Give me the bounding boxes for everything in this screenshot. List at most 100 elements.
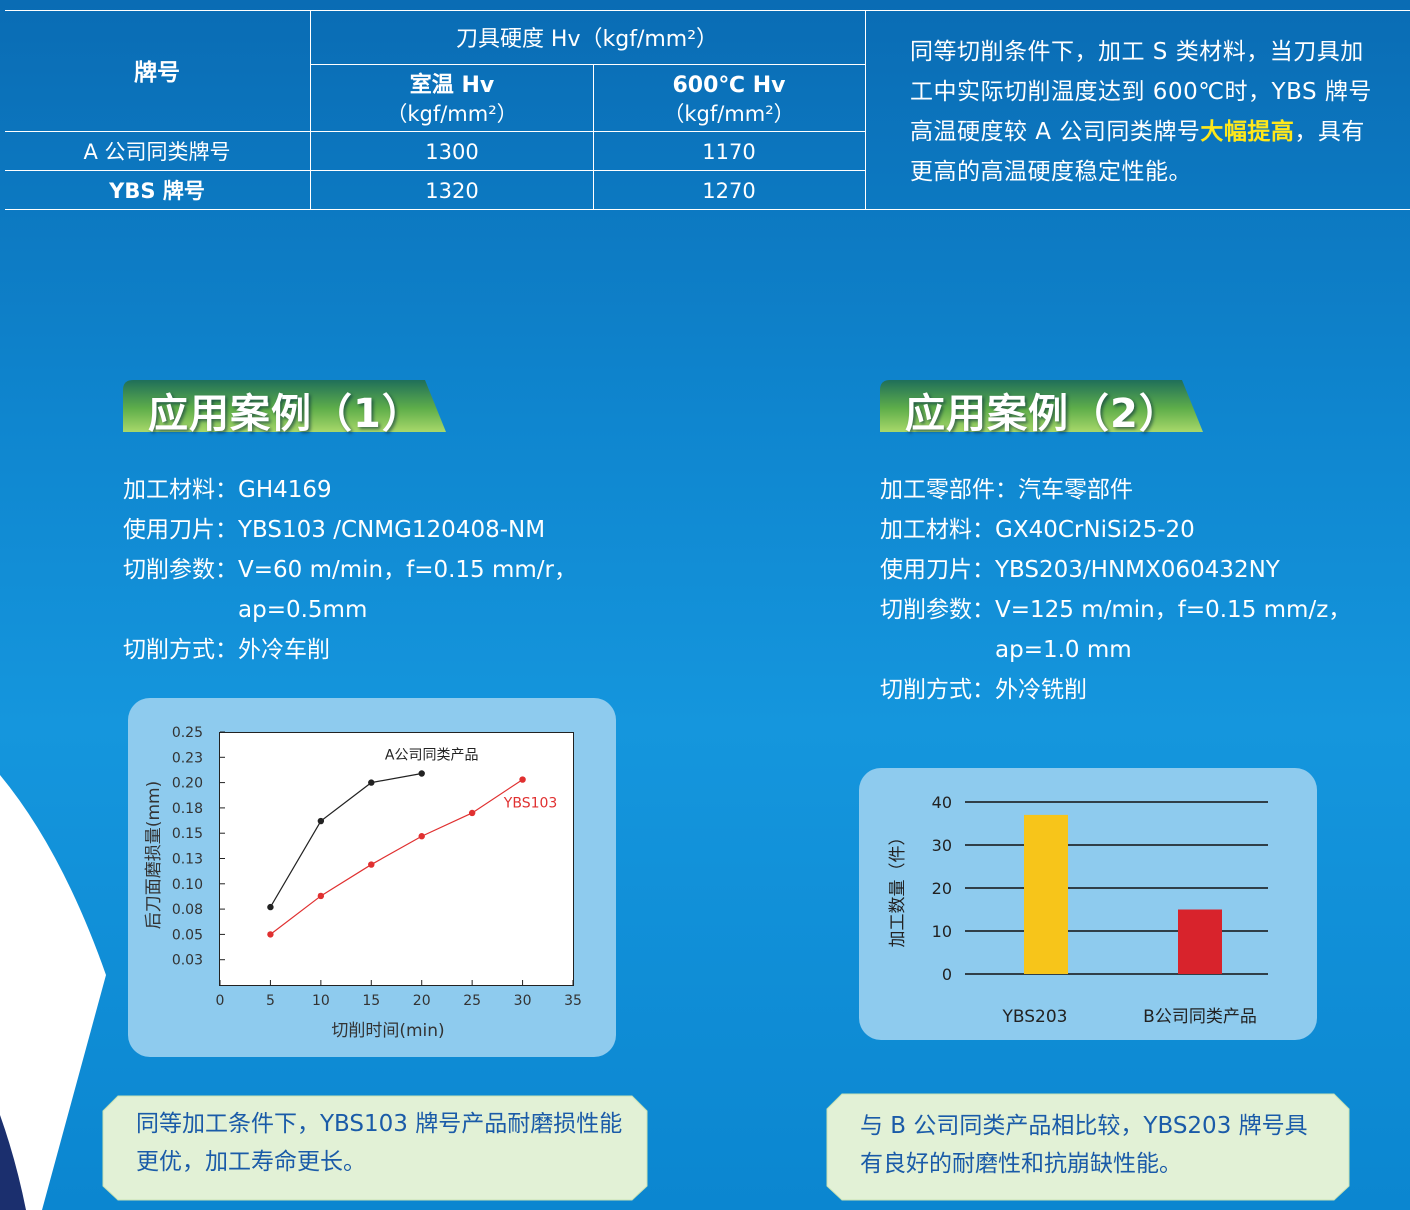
series-line xyxy=(270,779,523,935)
table-header: 牌号 xyxy=(134,59,180,86)
item-value: ap=0.5mm xyxy=(238,597,368,623)
y-tick-label: 0 xyxy=(942,965,952,984)
swoosh-dark xyxy=(0,1115,26,1210)
y-tick-label: 10 xyxy=(932,922,952,941)
table-cell: 1320 xyxy=(425,179,478,203)
y-tick-label: 0.05 xyxy=(172,927,203,943)
item-label: 切削方式： xyxy=(880,677,995,703)
table-grid xyxy=(5,10,1410,210)
table-cell: A 公司同类牌号 xyxy=(83,140,230,164)
case-title-tab xyxy=(123,380,446,432)
x-tick-label: 25 xyxy=(463,993,481,1009)
x-tick-label: 15 xyxy=(362,993,380,1009)
item-value: ap=1.0 mm xyxy=(995,637,1132,663)
item-value: YBS203/HNMX060432NY xyxy=(995,557,1280,583)
column-unit: （kgf/mm²） xyxy=(386,102,517,126)
point xyxy=(468,809,476,817)
item-value: V=125 m/min，f=0.15 mm/z， xyxy=(995,597,1352,623)
y-tick-label: 20 xyxy=(932,879,952,898)
item-lines: V=60 m/min，f=0.15 mm/r， ap=0.5mm xyxy=(238,550,577,630)
x-tick-label: B公司同类产品 xyxy=(1143,1007,1257,1027)
conclusion-box xyxy=(826,1093,1350,1201)
y-tick-label: 30 xyxy=(932,836,952,855)
item-label: 切削参数： xyxy=(880,597,995,623)
y-tick-label: 0.23 xyxy=(172,750,203,766)
item-lines: 汽车零部件 xyxy=(1018,470,1133,510)
bar xyxy=(1024,814,1068,974)
conclusion: 与 B 公司同类产品相比较，YBS203 牌号具有良好的耐磨性和抗崩缺性能。 xyxy=(860,1113,1308,1177)
note-text: 同等切削条件下，加工 S 类材料，当刀具加工中实际切削温度达到 600℃时，YB… xyxy=(910,39,1372,145)
case-items: 加工零部件： 汽车零部件 加工材料： GX40CrNiSi25-20 使用刀片： YBS2… xyxy=(880,470,1351,710)
note-highlight: 大幅提高 xyxy=(1200,119,1295,145)
x-tick-label: 5 xyxy=(266,993,275,1009)
item-lines: YBS103 /CNMG120408-NM xyxy=(238,510,545,550)
table-header: 刀具硬度 Hv（kgf/mm²） xyxy=(456,27,718,52)
point xyxy=(317,892,325,900)
column-name: 室温 Hv xyxy=(410,72,495,98)
y-tick-label: 0.15 xyxy=(172,826,203,842)
y-tick-label: 0.03 xyxy=(172,953,203,969)
y-axis-label: 后刀面磨损量(mm) xyxy=(144,781,164,929)
y-tick-label: 0.10 xyxy=(172,877,203,893)
note: 同等切削条件下，加工 S 类材料，当刀具加工中实际切削温度达到 600℃时，YB… xyxy=(910,32,1380,192)
item-label: 使用刀片： xyxy=(123,517,238,543)
item-label: 切削参数： xyxy=(123,557,238,583)
y-tick-label: 0.25 xyxy=(172,725,203,741)
item-label: 使用刀片： xyxy=(880,557,995,583)
case-title: 应用案例（1） xyxy=(148,391,423,437)
x-axis-label: 切削时间(min) xyxy=(331,1021,444,1041)
case-item: 使用刀片： YBS203/HNMX060432NY xyxy=(880,550,1351,590)
note-text: ，具有更高的高温硬度稳定性能。 xyxy=(910,119,1365,185)
item-lines: 外冷车削 xyxy=(238,630,330,670)
y-tick-label: 0.20 xyxy=(172,776,203,792)
table-cell: YBS 牌号 xyxy=(108,179,205,203)
item-value: GX40CrNiSi25-20 xyxy=(995,517,1195,543)
item-lines: 外冷铣削 xyxy=(995,670,1087,710)
plot-area xyxy=(219,732,574,986)
item-value: 汽车零部件 xyxy=(1018,477,1133,503)
conclusion: 同等加工条件下，YBS103 牌号产品耐磨损性能更优，加工寿命更长。 xyxy=(136,1111,623,1175)
x-tick-label: 30 xyxy=(514,993,532,1009)
case-title: 应用案例（2） xyxy=(905,391,1180,437)
conclusion-box xyxy=(102,1095,648,1201)
column-name: 600℃ Hv xyxy=(673,73,787,98)
case-item: 切削方式： 外冷车削 xyxy=(123,630,577,670)
x-tick-label: YBS203 xyxy=(1002,1007,1068,1027)
point xyxy=(368,861,375,868)
case-title-tab xyxy=(880,380,1203,432)
column-unit: （kgf/mm²） xyxy=(663,102,794,126)
item-lines: YBS203/HNMX060432NY xyxy=(995,550,1280,590)
case-items: 加工材料： GH4169 使用刀片： YBS103 /CNMG120408-NM 切削参… xyxy=(123,470,577,670)
point xyxy=(368,779,375,786)
case-item: 切削方式： 外冷铣削 xyxy=(880,670,1351,710)
table-cell: 1300 xyxy=(425,140,478,164)
table-cell: 1170 xyxy=(702,140,755,164)
point xyxy=(519,776,526,783)
case-item: 切削参数： V=125 m/min，f=0.15 mm/z， ap=1.0 mm xyxy=(880,590,1351,670)
x-tick-label: 0 xyxy=(216,993,225,1009)
point xyxy=(418,833,425,840)
y-tick-label: 0.08 xyxy=(172,902,203,918)
table-cell: 1270 xyxy=(702,179,755,203)
item-label: 加工零部件： xyxy=(880,477,1018,503)
case-item: 加工材料： GH4169 xyxy=(123,470,577,510)
series-label: A公司同类产品 xyxy=(385,747,479,763)
item-lines: V=125 m/min，f=0.15 mm/z， ap=1.0 mm xyxy=(995,590,1351,670)
x-tick-label: 10 xyxy=(312,993,330,1009)
x-tick-label: 35 xyxy=(564,993,582,1009)
y-tick-label: 0.13 xyxy=(172,852,203,868)
case-item: 使用刀片： YBS103 /CNMG120408-NM xyxy=(123,510,577,550)
item-label: 加工材料： xyxy=(880,517,995,543)
item-value: V=60 m/min，f=0.15 mm/r， xyxy=(238,557,578,583)
case-item: 切削参数： V=60 m/min，f=0.15 mm/r， ap=0.5mm xyxy=(123,550,577,630)
point xyxy=(418,770,425,777)
point xyxy=(317,817,325,825)
case-item: 加工零部件： 汽车零部件 xyxy=(880,470,1351,510)
item-label: 加工材料： xyxy=(123,477,238,503)
y-tick-label: 40 xyxy=(932,793,952,812)
chart-panel xyxy=(859,768,1317,1040)
case-item: 加工材料： GX40CrNiSi25-20 xyxy=(880,510,1351,550)
item-value: 外冷车削 xyxy=(238,637,330,663)
